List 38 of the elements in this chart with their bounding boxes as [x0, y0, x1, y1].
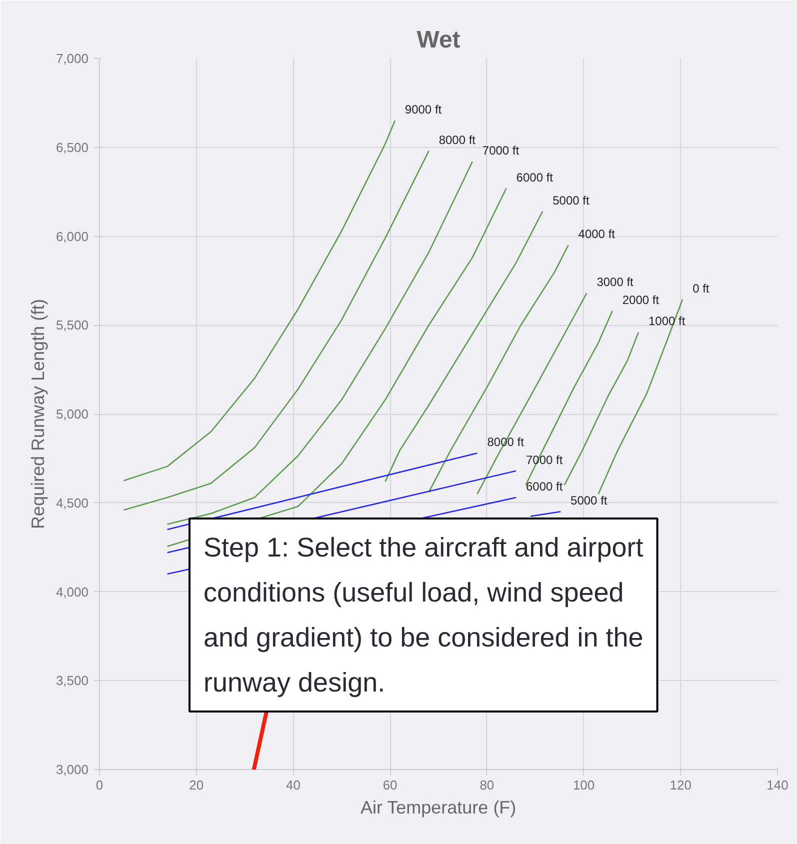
series-label: 5000 ft [552, 193, 590, 208]
chart-title: Wet [416, 26, 460, 54]
y-tick-label: 3,000 [56, 762, 89, 777]
x-tick-label: 140 [766, 778, 788, 792]
annotation: Step 1: Select the aircraft and airport conditions (useful load, wind speed and gradient) to be considered in the runway design. [204, 532, 644, 698]
series-label: 7000 ft [482, 144, 520, 158]
x-axis-title: Air Temperature (F) [360, 798, 516, 818]
line-series [476, 292, 588, 495]
line-series [123, 150, 430, 511]
series-label: 3000 ft [596, 275, 634, 290]
y-tick-label: 7,000 [56, 51, 89, 66]
series-label: 6000 ft [526, 480, 564, 494]
x-tick-label: 0 [96, 778, 104, 792]
x-tick-label: 120 [670, 778, 692, 792]
series-label: 9000 ft [404, 102, 442, 117]
series-label: 8000 ft [438, 132, 476, 147]
y-tick-label: 6,000 [56, 228, 89, 244]
x-tick-label: 60 [382, 778, 398, 792]
y-tick-label: 5,000 [56, 406, 89, 422]
y-axis-title: Required Runway Length (ft) [28, 298, 48, 530]
x-tick-label: 100 [572, 778, 595, 792]
x-tick-label: 80 [480, 778, 494, 792]
line-series [123, 120, 396, 482]
series-label: 2000 ft [622, 292, 660, 307]
y-tick-label: 3,500 [56, 673, 89, 688]
x-tick-label: 40 [286, 778, 300, 792]
y-tick-label: 6,500 [56, 140, 89, 155]
y-tick-label: 5,500 [56, 318, 89, 333]
y-tick-label: 4,500 [56, 495, 89, 510]
series-label: 4000 ft [578, 227, 616, 242]
series-label: 0 ft [692, 281, 710, 296]
x-tick-label: 20 [189, 778, 204, 792]
line-series [428, 244, 569, 493]
y-tick-label: 4,000 [56, 584, 89, 600]
line-series [564, 332, 640, 486]
series-label: 5000 ft [570, 494, 608, 508]
series-label: 6000 ft [516, 170, 554, 184]
line-series [166, 160, 474, 525]
